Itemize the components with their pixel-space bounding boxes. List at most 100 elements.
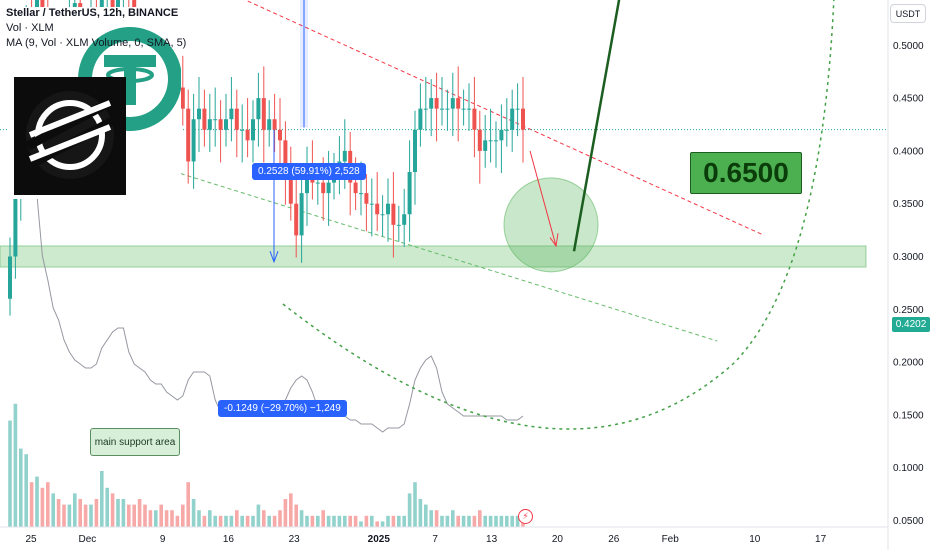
- volume-bar: [229, 515, 234, 527]
- candle-body: [251, 119, 255, 141]
- candle-body: [283, 140, 288, 173]
- time-tick-label: Dec: [79, 534, 97, 545]
- ma-indicator-label[interactable]: MA (9, Vol · XLM Volume, 0, SMA, 5): [6, 37, 187, 49]
- candle-body: [499, 129, 504, 141]
- volume-bar: [56, 499, 61, 527]
- candle-body: [456, 98, 461, 109]
- candle-body: [321, 182, 326, 194]
- volume-bar: [359, 521, 363, 527]
- volume-bar: [370, 515, 374, 527]
- volume-bar: [73, 493, 77, 527]
- candle-body: [472, 108, 477, 130]
- measure-down-arrowhead: [269, 251, 279, 264]
- volume-bar: [321, 510, 325, 527]
- volume-bar: [110, 493, 115, 527]
- time-tick-label: 17: [815, 534, 827, 545]
- support-callout[interactable]: main support area: [90, 428, 180, 456]
- volume-bar: [391, 515, 396, 527]
- time-tick-label: 16: [223, 534, 235, 545]
- candle-body: [521, 108, 525, 130]
- projection-arrows: [529, 0, 621, 252]
- symbol-title[interactable]: Stellar / TetherUS, 12h, BINANCE: [6, 7, 179, 19]
- volume-bar: [337, 515, 342, 527]
- lower-trendline[interactable]: [40, 129, 718, 342]
- volume-bar: [197, 510, 201, 527]
- target-price-label[interactable]: 0.6500: [690, 152, 802, 194]
- measure-up-label[interactable]: 0.2528 (59.91%) 2,528: [252, 163, 366, 180]
- candle-body: [207, 119, 212, 130]
- volume-bar: [132, 504, 136, 527]
- volume-bar: [191, 499, 196, 527]
- volume-bar: [251, 515, 255, 527]
- volume-bar: [380, 521, 385, 527]
- candle-body: [510, 108, 515, 130]
- candle-body: [461, 108, 466, 110]
- volume-bar: [294, 504, 298, 527]
- descending-resistance-line[interactable]: [31, 0, 765, 236]
- candle-body: [445, 108, 450, 110]
- volume-bar: [105, 487, 109, 527]
- time-tick-label: 10: [749, 534, 761, 545]
- candle-body: [218, 119, 223, 130]
- candle-body: [434, 98, 439, 109]
- candle-body: [240, 129, 245, 131]
- price-tick-label: 0.5000: [893, 41, 924, 52]
- volume-bar: [505, 515, 509, 527]
- currency-badge[interactable]: USDT: [890, 4, 926, 23]
- volume-bar: [386, 515, 390, 527]
- candle-body: [359, 193, 363, 195]
- volume-bar: [40, 487, 45, 527]
- candle-body: [261, 98, 266, 130]
- lightning-icon[interactable]: ⚡: [518, 509, 533, 524]
- volume-bar: [51, 493, 55, 527]
- projection-curve[interactable]: [282, 0, 836, 430]
- candle-body: [197, 108, 201, 120]
- volume-bar: [305, 515, 309, 527]
- support-zone: [0, 245, 867, 268]
- volume-bar: [100, 471, 104, 527]
- measure-down-label[interactable]: -0.1249 (−29.70%) −1,249: [218, 400, 347, 417]
- volume-bar: [343, 515, 347, 527]
- volume-bar: [19, 448, 23, 527]
- volume-bar: [46, 482, 50, 527]
- breakout-arrow: [572, 0, 621, 252]
- volume-bar: [175, 515, 180, 527]
- volume-bar: [240, 515, 244, 527]
- volume-bar: [478, 510, 482, 527]
- candle-body: [353, 182, 358, 194]
- volume-bar: [186, 482, 190, 527]
- volume-bar: [148, 510, 153, 527]
- volume-bar: [208, 510, 212, 527]
- candle-body: [305, 172, 309, 194]
- candle-body: [202, 108, 207, 130]
- volume-bar: [94, 499, 99, 527]
- candle-body: [224, 119, 228, 130]
- price-tick-label: 0.2500: [893, 305, 924, 316]
- volume-bar: [488, 515, 493, 527]
- candle-body: [467, 108, 471, 110]
- current-price-tag: 0.4202: [892, 317, 930, 332]
- volume-indicator-label[interactable]: Vol · XLM: [6, 22, 54, 34]
- volume-bar: [483, 515, 487, 527]
- volume-bar: [67, 504, 72, 527]
- candle-body: [191, 119, 196, 162]
- candle-body: [488, 140, 493, 142]
- candle-body: [272, 119, 277, 130]
- candle-body: [229, 108, 234, 120]
- volume-bar: [499, 515, 504, 527]
- volume-bar: [218, 515, 223, 527]
- volume-bar: [137, 499, 142, 527]
- volume-bar: [154, 510, 158, 527]
- candle-body: [423, 108, 428, 110]
- time-tick-label: 20: [552, 534, 564, 545]
- volume-bar: [494, 515, 498, 527]
- candle-body: [288, 172, 293, 204]
- volume-bar: [332, 515, 336, 527]
- time-tick-label: 9: [160, 534, 166, 545]
- candle-body: [477, 129, 482, 151]
- candle-body: [278, 129, 282, 141]
- stellar-logo-icon: [14, 77, 126, 195]
- candle-body: [380, 214, 385, 216]
- volume-bar: [310, 515, 315, 527]
- candle-body: [267, 119, 272, 130]
